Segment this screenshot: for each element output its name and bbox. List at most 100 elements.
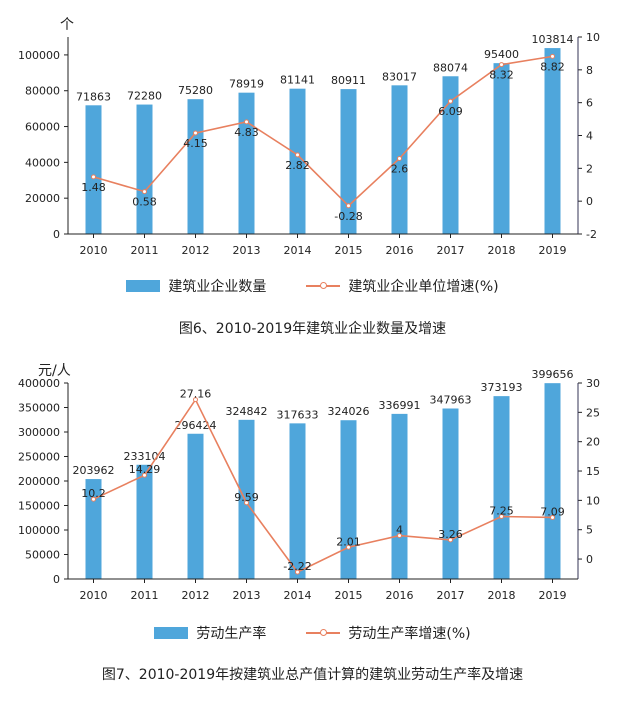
x-tick-label: 2010 bbox=[80, 589, 108, 602]
legend-swatch-bar bbox=[126, 280, 161, 292]
bar bbox=[187, 433, 204, 579]
x-tick-label: 2017 bbox=[437, 589, 465, 602]
bar bbox=[187, 99, 204, 235]
line-data-label: 4.83 bbox=[234, 126, 259, 139]
x-tick-label: 2016 bbox=[386, 244, 414, 257]
line-point bbox=[499, 62, 504, 68]
line-data-label: 4 bbox=[396, 524, 403, 537]
bar-data-label: 203962 bbox=[73, 464, 115, 477]
bar-data-label: 324842 bbox=[226, 405, 268, 418]
y2-tick-label: -2 bbox=[586, 228, 597, 241]
line-point bbox=[142, 472, 147, 478]
line-data-label: 2.6 bbox=[391, 162, 409, 175]
line-point bbox=[397, 533, 402, 539]
legend-swatch-bar bbox=[154, 627, 189, 639]
bar bbox=[85, 105, 102, 234]
x-tick-label: 2012 bbox=[182, 244, 210, 257]
line-data-label: 2.01 bbox=[336, 535, 361, 548]
growth-line bbox=[93, 398, 553, 574]
line-point bbox=[142, 189, 147, 195]
bar bbox=[136, 464, 153, 579]
y-tick-label: 250000 bbox=[18, 451, 60, 464]
bar-data-label: 373193 bbox=[481, 381, 523, 394]
line-data-label: 6.09 bbox=[438, 105, 463, 118]
bar bbox=[544, 48, 561, 234]
line-point bbox=[346, 544, 351, 550]
line-data-label: -2.22 bbox=[283, 560, 311, 573]
line-data-label: 7.25 bbox=[489, 505, 514, 518]
bar bbox=[391, 413, 408, 579]
bar-data-label: 103814 bbox=[532, 33, 574, 46]
bar bbox=[442, 408, 459, 579]
line-point bbox=[91, 496, 96, 502]
bar-data-label: 75280 bbox=[178, 84, 213, 97]
line-data-label: 9.59 bbox=[234, 491, 259, 504]
bar bbox=[340, 420, 357, 579]
line-data-label: 7.09 bbox=[540, 505, 565, 518]
line-data-label: 8.82 bbox=[540, 60, 565, 73]
bar bbox=[340, 89, 357, 234]
line-data-label: 27.16 bbox=[180, 388, 212, 401]
chart-labor-productivity: 元/人 0 50000 100000 150000 200000 250000 300000 3… bbox=[18, 363, 600, 602]
chart-enterprise-count: 个 0 20000 40000 60000 80000 100000 -2 0 2 4 6 8 10 718… bbox=[18, 17, 600, 257]
line-point bbox=[295, 569, 300, 575]
bar-data-label: 80911 bbox=[331, 74, 366, 87]
y-tick-label: 0 bbox=[53, 228, 60, 241]
x-tick-label: 2010 bbox=[80, 244, 108, 257]
line-point bbox=[295, 152, 300, 158]
legend-label: 建筑业企业单位增速(%) bbox=[348, 279, 499, 295]
y2-tick-label: 25 bbox=[586, 406, 600, 419]
line-data-label: 4.15 bbox=[183, 137, 208, 150]
y2-tick-label: 0 bbox=[586, 195, 593, 208]
bar-data-label: 347963 bbox=[430, 393, 472, 406]
line-point bbox=[499, 514, 504, 520]
line-point bbox=[550, 514, 555, 520]
legend-label: 劳动生产率增速(%) bbox=[348, 626, 471, 642]
bar bbox=[289, 423, 306, 579]
bar-data-label: 72280 bbox=[127, 90, 162, 103]
x-tick-label: 2015 bbox=[335, 589, 363, 602]
line-point bbox=[448, 537, 453, 543]
line-data-label: -0.28 bbox=[334, 210, 362, 223]
x-tick-label: 2014 bbox=[284, 244, 312, 257]
bar-data-label: 399656 bbox=[532, 368, 574, 381]
bar-data-label: 336991 bbox=[379, 399, 421, 412]
line-point bbox=[448, 98, 453, 104]
x-tick-label: 2011 bbox=[131, 244, 159, 257]
line-point bbox=[244, 119, 249, 125]
x-tick-label: 2019 bbox=[539, 589, 567, 602]
x-tick-label: 2013 bbox=[233, 244, 261, 257]
y2-tick-label: 2 bbox=[586, 162, 593, 175]
bar bbox=[136, 104, 153, 234]
y-tick-label: 100000 bbox=[18, 49, 60, 62]
line-point bbox=[193, 397, 198, 403]
legend-2: 劳动生产率 劳动生产率增速(%) bbox=[0, 623, 625, 643]
legend-1: 建筑业企业数量 建筑业企业单位增速(%) bbox=[0, 276, 625, 296]
y-tick-label: 150000 bbox=[18, 500, 60, 513]
y-tick-label: 100000 bbox=[18, 524, 60, 537]
legend-item-line: 建筑业企业单位增速(%) bbox=[306, 276, 499, 296]
y2-tick-label: 6 bbox=[586, 97, 593, 110]
x-tick-label: 2016 bbox=[386, 589, 414, 602]
line-data-label: 3.26 bbox=[438, 528, 463, 541]
x-tick-label: 2018 bbox=[488, 244, 516, 257]
line-point bbox=[193, 130, 198, 136]
y-tick-label: 50000 bbox=[25, 549, 60, 562]
bar bbox=[442, 76, 459, 234]
x-tick-label: 2019 bbox=[539, 244, 567, 257]
bar-data-label: 233104 bbox=[124, 450, 166, 463]
bar bbox=[544, 383, 561, 579]
bar-data-label: 71863 bbox=[76, 90, 111, 103]
legend-label: 建筑业企业数量 bbox=[168, 279, 267, 295]
x-tick-label: 2017 bbox=[437, 244, 465, 257]
bar-data-label: 78919 bbox=[229, 78, 264, 91]
y2-tick-label: 15 bbox=[586, 465, 600, 478]
y-tick-label: 350000 bbox=[18, 402, 60, 415]
x-tick-label: 2011 bbox=[131, 589, 159, 602]
x-tick-label: 2012 bbox=[182, 589, 210, 602]
line-point bbox=[397, 155, 402, 161]
y-tick-label: 80000 bbox=[25, 85, 60, 98]
bar-data-label: 95400 bbox=[484, 48, 519, 61]
line-point bbox=[346, 203, 351, 209]
